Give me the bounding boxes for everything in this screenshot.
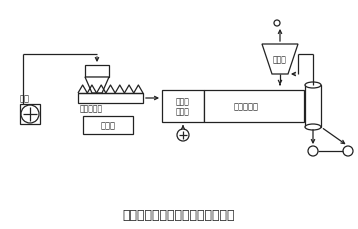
Bar: [85, 66, 109, 78]
Bar: [162, 91, 204, 123]
Circle shape: [343, 146, 353, 156]
Text: 调速喂煤机: 调速喂煤机: [80, 104, 103, 113]
Circle shape: [308, 146, 318, 156]
Bar: [83, 117, 133, 134]
Circle shape: [21, 106, 39, 123]
Text: 收尘器: 收尘器: [273, 55, 287, 64]
Text: 控制室: 控制室: [101, 121, 116, 130]
Polygon shape: [262, 45, 298, 75]
Bar: [78, 94, 143, 104]
Text: 高效烘干机: 高效烘干机: [233, 102, 258, 111]
Ellipse shape: [305, 124, 321, 131]
Polygon shape: [85, 78, 109, 94]
Text: 节煤型
沸腾炉: 节煤型 沸腾炉: [176, 97, 190, 116]
Text: 原煤: 原煤: [20, 94, 30, 103]
Circle shape: [177, 129, 189, 141]
Ellipse shape: [305, 83, 321, 89]
Bar: [204, 91, 304, 123]
Bar: [305, 86, 321, 128]
Text: 高产节能新型烘干机系统工艺流程: 高产节能新型烘干机系统工艺流程: [123, 209, 235, 221]
Bar: [20, 105, 40, 124]
